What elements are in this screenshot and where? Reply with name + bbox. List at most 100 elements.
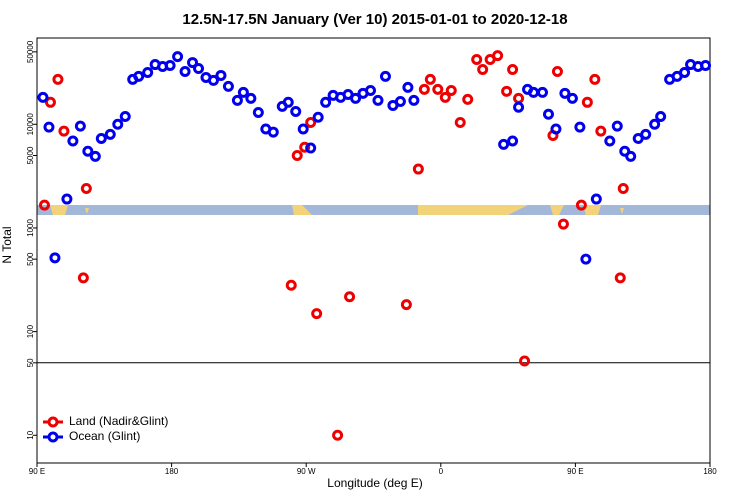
point: [551, 66, 563, 78]
point: [37, 91, 49, 103]
point: [305, 142, 317, 154]
point: [52, 73, 64, 85]
point: [400, 299, 412, 311]
point: [617, 183, 629, 195]
point: [462, 93, 474, 105]
point: [320, 96, 332, 108]
point: [311, 308, 323, 320]
point: [454, 117, 466, 129]
point: [119, 110, 131, 122]
land-shapes: [50, 205, 624, 215]
point: [557, 218, 569, 230]
y-tick-label: 50: [26, 358, 35, 367]
legend-marker: [47, 416, 59, 428]
point: [590, 193, 602, 205]
point: [679, 66, 691, 78]
point: [61, 193, 73, 205]
y-tick-label: 500: [26, 252, 35, 266]
x-tick-label: 180: [165, 467, 179, 476]
point: [604, 135, 616, 147]
point: [164, 60, 176, 72]
point: [614, 272, 626, 284]
point: [43, 121, 55, 133]
x-tick-label: 90 E: [567, 467, 583, 476]
point: [172, 51, 184, 63]
point: [566, 92, 578, 104]
point: [418, 83, 430, 95]
point: [501, 85, 513, 97]
point: [305, 117, 317, 129]
point: [365, 84, 377, 96]
point: [402, 81, 414, 93]
y-tick-label: 100: [26, 324, 35, 338]
point: [74, 120, 86, 132]
point: [193, 63, 205, 75]
point: [179, 66, 191, 78]
point: [507, 63, 519, 75]
x-tick-label: 0: [439, 467, 444, 476]
point: [700, 60, 712, 72]
point: [49, 252, 61, 264]
map-strip: [37, 205, 710, 215]
point: [536, 86, 548, 98]
point: [350, 92, 362, 104]
point: [432, 83, 444, 95]
y-tick-label: 5000: [26, 146, 35, 164]
point: [142, 66, 154, 78]
point: [267, 126, 279, 138]
y-tick-label: 10000: [26, 113, 35, 136]
point: [559, 87, 571, 99]
chart-title: 12.5N-17.5N January (Ver 10) 2015-01-01 …: [182, 11, 567, 28]
point: [581, 96, 593, 108]
point: [439, 91, 451, 103]
point: [580, 253, 592, 265]
point: [58, 125, 70, 137]
point: [282, 96, 294, 108]
point: [344, 291, 356, 303]
point: [471, 53, 483, 65]
point: [574, 121, 586, 133]
x-tick-label: 90 W: [297, 467, 316, 476]
point: [477, 63, 489, 75]
point: [67, 135, 79, 147]
point: [575, 199, 587, 211]
point: [379, 70, 391, 82]
point: [104, 128, 116, 140]
point: [625, 150, 637, 162]
point: [133, 70, 145, 82]
point: [252, 106, 264, 118]
plot-frame: [36, 37, 711, 464]
point: [297, 123, 309, 135]
point: [550, 123, 562, 135]
point: [372, 94, 384, 106]
point: [589, 73, 601, 85]
point: [412, 163, 424, 175]
point: [619, 145, 631, 157]
point: [290, 105, 302, 117]
legend-marker: [47, 431, 59, 443]
point: [207, 74, 219, 86]
point: [528, 86, 540, 98]
x-tick-label: 180: [703, 467, 717, 476]
point: [513, 101, 525, 113]
ocean-band: [37, 205, 710, 215]
point: [542, 108, 554, 120]
point: [89, 150, 101, 162]
y-tick-label: 1000: [26, 219, 35, 237]
point: [215, 69, 227, 81]
point: [299, 141, 311, 153]
point: [44, 96, 56, 108]
point: [595, 125, 607, 137]
legend-label: Ocean (Glint): [69, 429, 140, 443]
point: [291, 149, 303, 161]
point: [285, 279, 297, 291]
point: [492, 50, 504, 62]
y-axis-label: N Total: [0, 226, 14, 263]
point: [38, 199, 50, 211]
point: [507, 135, 519, 147]
point: [649, 118, 661, 130]
point: [655, 110, 667, 122]
y-tick-label: 50000: [26, 40, 35, 63]
point: [80, 183, 92, 195]
